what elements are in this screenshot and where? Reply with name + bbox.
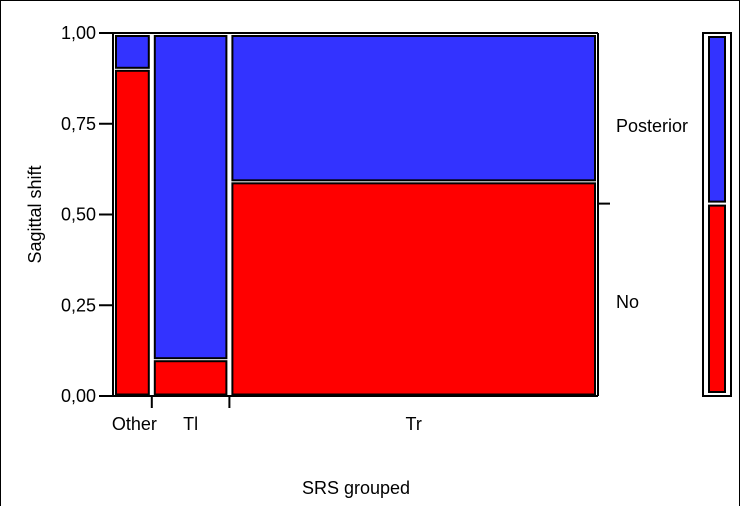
overall-bar [702,32,732,397]
series-label-no: No [616,292,639,312]
overall-bar-no [708,204,726,393]
x-tick-label-other: Other [112,414,157,434]
overall-bar-posterior [708,36,726,203]
y-tick-label-3: 0,75 [61,114,96,134]
bar-posterior-tr [231,35,596,182]
bar-posterior-tl [153,35,228,360]
plot-area [115,35,596,396]
bar-posterior-other [115,35,150,69]
axes [99,32,610,408]
y-axis-title: Sagittal shift [25,165,45,263]
x-tick-label-tr: Tr [406,414,422,434]
bar-no-other [115,69,150,396]
y-tick-label-0: 0,00 [61,386,96,406]
bar-no-tr [231,182,596,396]
x-axis-title: SRS grouped [302,478,410,498]
y-tick-label-4: 1,00 [61,23,96,43]
y-tick-label-1: 0,25 [61,295,96,315]
bar-no-tl [153,360,228,396]
x-tick-label-tl: Tl [183,414,198,434]
y-tick-label-2: 0,50 [61,205,96,225]
labels: Other Tl Tr 0,00 0,25 0,50 0,75 1,00 SRS grouped… [25,23,688,498]
series-label-posterior: Posterior [616,116,688,136]
